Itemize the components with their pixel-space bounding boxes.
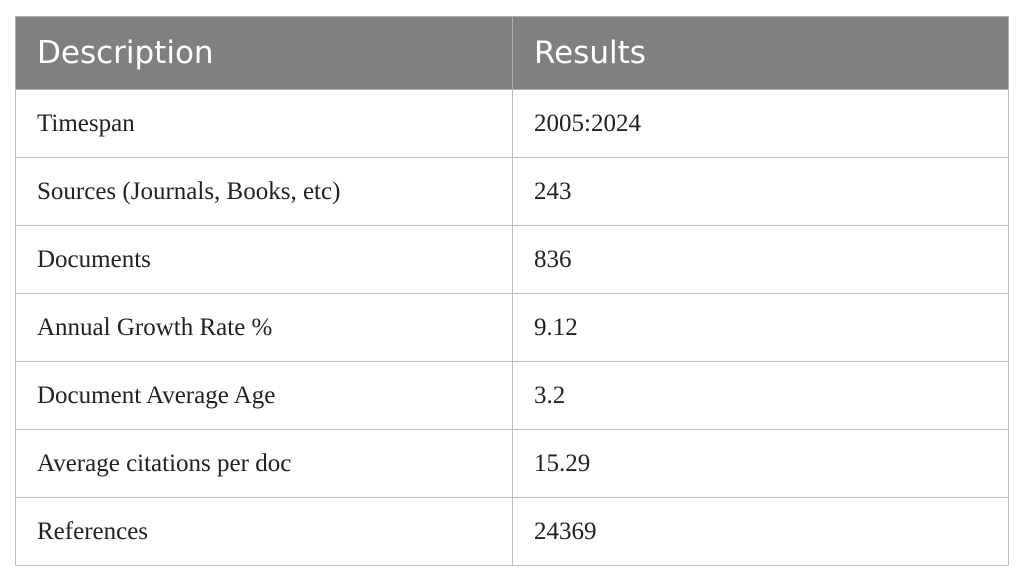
table-cell: 243 [512, 157, 1009, 226]
table-cell: 24369 [512, 497, 1009, 566]
table-row: Timespan 2005:2024 [15, 89, 1009, 158]
header-cell: Results [512, 16, 1009, 90]
table-cell: Annual Growth Rate % [15, 293, 513, 362]
table-cell: References [15, 497, 513, 566]
table-row: Document Average Age 3.2 [15, 361, 1009, 430]
header-cell: Description [15, 16, 513, 90]
table-cell: 2005:2024 [512, 89, 1009, 158]
table-cell: 836 [512, 225, 1009, 294]
table-cell: 9.12 [512, 293, 1009, 362]
table-cell: Average citations per doc [15, 429, 513, 498]
table-cell: Timespan [15, 89, 513, 158]
table-cell: Documents [15, 225, 513, 294]
table-row: Average citations per doc 15.29 [15, 429, 1009, 498]
table-row: Annual Growth Rate % 9.12 [15, 293, 1009, 362]
table-row: References 24369 [15, 497, 1009, 566]
table-row: Sources (Journals, Books, etc) 243 [15, 157, 1009, 226]
table: Description Results Timespan 2005:2024 Sour… [15, 16, 1009, 566]
header-row: Description Results [15, 16, 1009, 90]
table-cell: 3.2 [512, 361, 1009, 430]
table-cell: Document Average Age [15, 361, 513, 430]
table-cell: Sources (Journals, Books, etc) [15, 157, 513, 226]
table-row: Documents 836 [15, 225, 1009, 294]
table-body: Timespan 2005:2024 Sources (Journals, Book… [15, 89, 1009, 566]
table-cell: 15.29 [512, 429, 1009, 498]
